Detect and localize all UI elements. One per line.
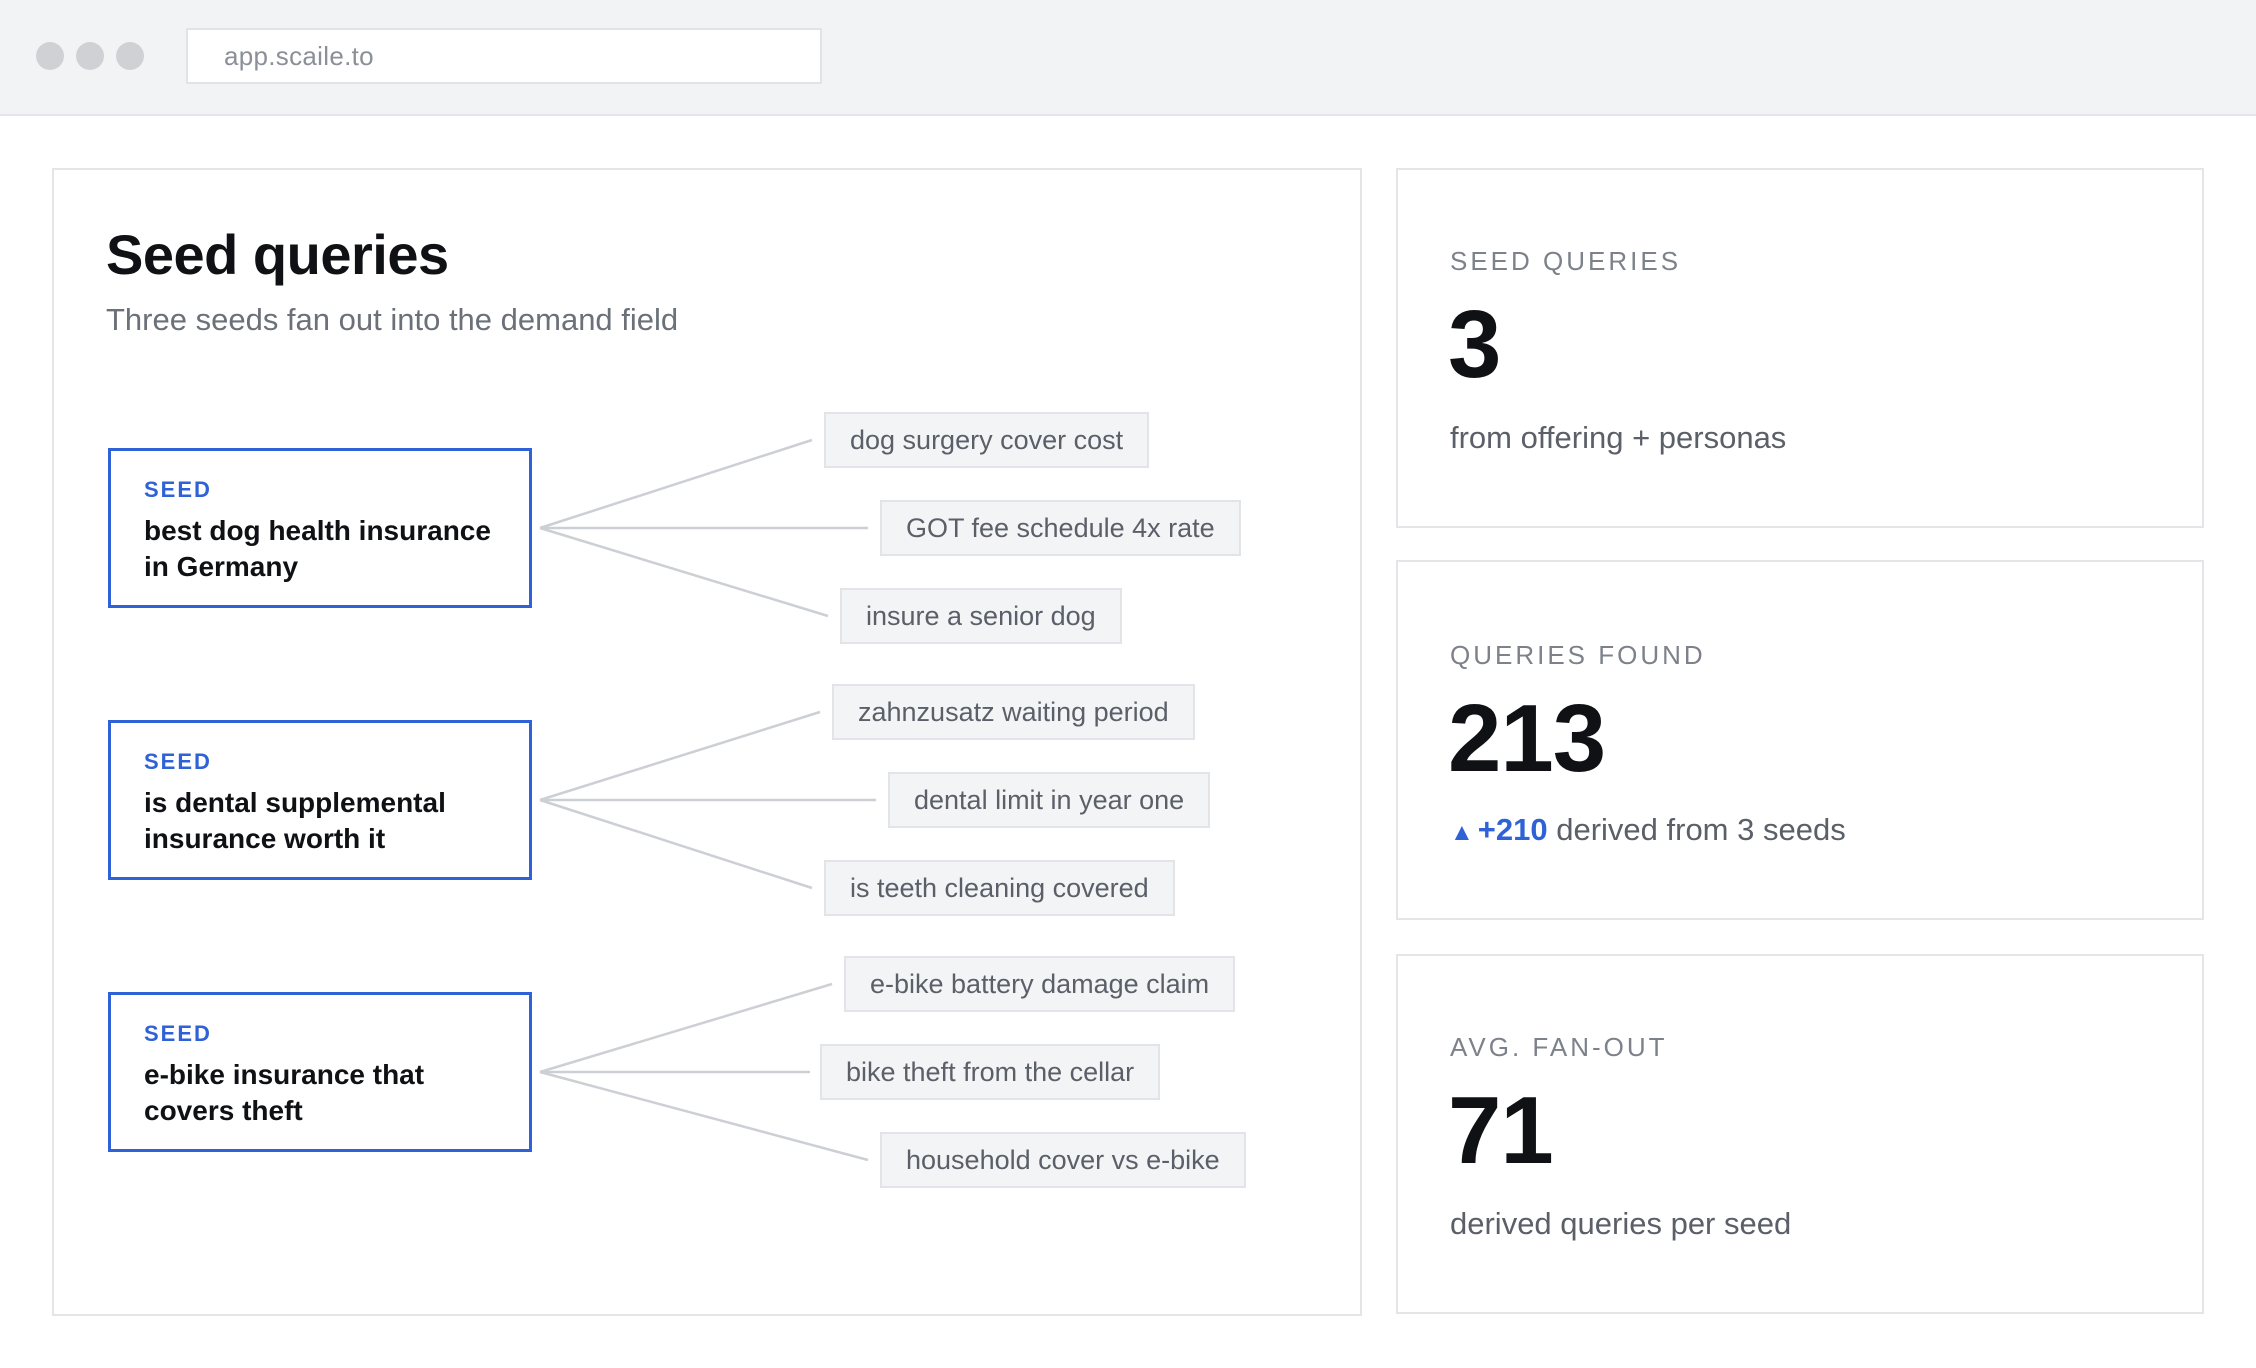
derived-query-chip[interactable]: dog surgery cover cost	[824, 412, 1150, 468]
stat-delta: +210	[1477, 812, 1548, 847]
window-maximize-dot[interactable]	[116, 42, 144, 70]
stat-card-seed-queries: SEED QUERIES 3 from offering + personas	[1396, 168, 2204, 528]
window-minimize-dot[interactable]	[76, 42, 104, 70]
stat-value: 3	[1448, 291, 1501, 398]
browser-chrome: app.scaile.to	[0, 0, 2256, 116]
stat-card-queries-found: QUERIES FOUND 213 ▲ +210 derived from 3 s…	[1396, 560, 2204, 920]
derived-query-chip[interactable]: household cover vs e-bike	[880, 1132, 1246, 1188]
stat-label: QUERIES FOUND	[1450, 640, 1706, 670]
stat-value: 71	[1448, 1077, 1554, 1184]
stat-label: SEED QUERIES	[1450, 246, 1682, 276]
seed-tag: SEED	[144, 749, 212, 774]
derived-query-chip[interactable]: insure a senior dog	[840, 588, 1122, 644]
derived-query-chip[interactable]: is teeth cleaning covered	[824, 860, 1175, 916]
seed-query-text: is dental supplemental insurance worth i…	[144, 787, 446, 854]
page-subtitle: Three seeds fan out into the demand fiel…	[106, 302, 679, 337]
window-close-dot[interactable]	[36, 42, 64, 70]
stat-caption: from offering + personas	[1450, 420, 1787, 455]
stat-caption-row: ▲ +210 derived from 3 seeds	[1450, 812, 1846, 848]
seed-tag: SEED	[144, 1021, 212, 1046]
seed-query-text: best dog health insurance in Germany	[144, 515, 491, 582]
derived-query-chip[interactable]: dental limit in year one	[888, 772, 1211, 828]
stat-caption: derived queries per seed	[1450, 1206, 1792, 1241]
seed-card-dental-insurance[interactable]: SEED is dental supplemental insurance wo…	[108, 720, 532, 880]
derived-query-chip[interactable]: GOT fee schedule 4x rate	[880, 500, 1241, 556]
trend-up-icon: ▲	[1450, 819, 1474, 846]
page-title: Seed queries	[106, 223, 449, 286]
derived-query-chip[interactable]: zahnzusatz waiting period	[832, 684, 1195, 740]
seed-query-text: e-bike insurance that covers theft	[144, 1059, 425, 1126]
seed-tag: SEED	[144, 477, 212, 502]
seed-card-dog-insurance[interactable]: SEED best dog health insurance in German…	[108, 448, 532, 608]
address-bar[interactable]: app.scaile.to	[186, 28, 822, 84]
seed-card-ebike-insurance[interactable]: SEED e-bike insurance that covers theft	[108, 992, 532, 1152]
stat-caption: derived from 3 seeds	[1556, 812, 1846, 847]
derived-query-chip[interactable]: bike theft from the cellar	[820, 1044, 1161, 1100]
stat-card-avg-fan-out: AVG. FAN-OUT 71 derived queries per seed	[1396, 954, 2204, 1314]
stat-label: AVG. FAN-OUT	[1450, 1032, 1668, 1062]
stat-value: 213	[1448, 685, 1606, 792]
derived-query-chip[interactable]: e-bike battery damage claim	[844, 956, 1236, 1012]
